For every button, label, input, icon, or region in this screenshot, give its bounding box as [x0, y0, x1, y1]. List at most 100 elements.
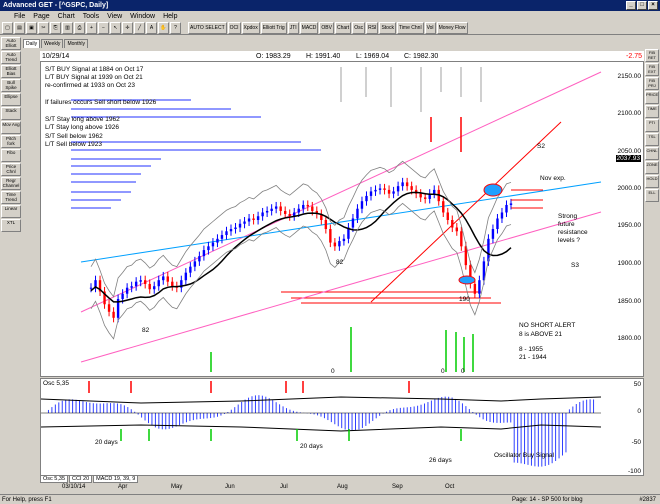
wave-label-190: 190 — [459, 296, 470, 303]
tool-fib-ret[interactable]: FIB RET — [645, 49, 659, 62]
timeframe-tabs: Daily Weekly Monthly — [23, 39, 88, 48]
study-button-elliott[interactable]: Elliott Trig — [260, 21, 287, 34]
tool-auto-elliott[interactable]: Auto Elliott — [1, 37, 21, 50]
zoom-in-icon[interactable]: + — [86, 21, 97, 34]
osc-tick-0: 0 — [637, 408, 641, 415]
info-change: -2.75 — [626, 52, 642, 60]
tool-linear[interactable]: Linear — [1, 205, 21, 218]
menu-tools[interactable]: Tools — [82, 12, 100, 20]
arrow-icon[interactable]: ↖ — [110, 21, 121, 34]
study-button-stock[interactable]: Stock — [379, 21, 396, 34]
tool-zone[interactable]: ZONE — [645, 161, 659, 174]
tab-monthly[interactable]: Monthly — [64, 39, 88, 48]
tool-stack[interactable]: Stack — [1, 107, 21, 120]
price-chart[interactable]: S/T BUY Signal at 1884 on Oct 17 L/T BUY… — [40, 61, 644, 377]
help-icon[interactable]: ? — [170, 21, 181, 34]
menu-page[interactable]: Page — [33, 12, 50, 20]
price-candle — [473, 283, 477, 294]
info-low: L: 1969.04 — [356, 52, 390, 60]
study-button-chart[interactable]: Chart — [334, 21, 352, 34]
date-tick-aug: Aug — [337, 484, 348, 490]
price-candle — [369, 191, 373, 196]
zoom-out-icon[interactable]: − — [98, 21, 109, 34]
tool-regr-channel[interactable]: Regr Channel — [1, 177, 21, 190]
tool-ell[interactable]: ELL — [645, 189, 659, 202]
study-button-xpdox[interactable]: Xpdox — [241, 21, 260, 34]
price-candle — [116, 299, 120, 318]
tool-fibo[interactable]: Fibo — [1, 149, 21, 162]
menu-view[interactable]: View — [107, 12, 123, 20]
price-candle — [293, 212, 296, 217]
oscillator-svg — [41, 381, 602, 467]
tool-elliott-bias[interactable]: Elliott Bias — [1, 65, 21, 78]
study-button-oci[interactable]: OCI — [227, 21, 241, 34]
tool-mov-avg[interactable]: Mov Avg — [1, 121, 21, 134]
line-icon[interactable]: ╱ — [134, 21, 145, 34]
maximize-button[interactable]: □ — [637, 1, 647, 10]
tab-daily[interactable]: Daily — [23, 39, 41, 48]
label-no-short-1: NO SHORT ALERT — [519, 322, 576, 329]
price-candle — [211, 242, 215, 247]
label-s3: S3 — [571, 262, 579, 269]
paste-icon[interactable]: ▥ — [62, 21, 73, 34]
tool-bull-spike[interactable]: Bull Spike — [1, 79, 21, 92]
tool-time[interactable]: TIME — [645, 105, 659, 118]
right-tool-panel: FIB RET FIB EXT FIB PRJ PRICE TIME PTI T… — [644, 48, 660, 448]
tool-chnl[interactable]: CHNL — [645, 147, 659, 160]
tool-fib-prj[interactable]: FIB PRJ — [645, 77, 659, 90]
menu-bar: File Page Chart Tools View Window Help — [0, 11, 660, 21]
copy-icon[interactable]: ⎘ — [50, 21, 61, 34]
price-candle — [365, 195, 368, 202]
info-date: 10/29/14 — [42, 52, 70, 60]
study-button-obv[interactable]: OBV — [319, 21, 334, 34]
price-candle — [333, 242, 337, 247]
text-icon[interactable]: A — [146, 21, 157, 34]
tool-ellipse[interactable]: Ellipse — [1, 93, 21, 106]
price-candle — [482, 261, 486, 281]
study-button-moneyflow[interactable]: Money Flow — [436, 21, 468, 34]
new-icon[interactable]: ▢ — [2, 21, 13, 34]
tool-time-trend[interactable]: Time Trend — [1, 191, 21, 204]
study-button-auto[interactable]: AUTO SELECT — [188, 21, 227, 34]
tool-pti[interactable]: PTI — [645, 119, 659, 132]
tab-cci[interactable]: CCI 20 — [69, 476, 93, 483]
save-icon[interactable]: ▣ — [26, 21, 37, 34]
price-candle — [216, 238, 219, 243]
close-button[interactable]: × — [648, 1, 658, 10]
menu-file[interactable]: File — [14, 12, 26, 20]
print-icon[interactable]: ⎙ — [74, 21, 85, 34]
price-candle — [134, 281, 138, 287]
oscillator-panel[interactable]: Osc 5,35 50 0 -50 -100 20 days 20 days 2… — [40, 378, 644, 476]
price-tick-1800: 1800.00 — [617, 335, 642, 342]
price-candle — [125, 287, 129, 294]
tab-macd[interactable]: MACD 19, 39, 9 — [93, 476, 139, 483]
price-candle — [89, 287, 93, 289]
study-button-osc[interactable]: Osc — [352, 21, 366, 34]
tool-tsl[interactable]: TSL — [645, 133, 659, 146]
tool-auto-trend[interactable]: Auto Trend — [1, 51, 21, 64]
tool-hold[interactable]: HOLD — [645, 175, 659, 188]
study-button-jti[interactable]: JTI — [287, 21, 299, 34]
menu-chart[interactable]: Chart — [57, 12, 75, 20]
hand-icon[interactable]: ✋ — [158, 21, 169, 34]
study-button-rsi[interactable]: RSI — [366, 21, 379, 34]
menu-window[interactable]: Window — [130, 12, 156, 20]
tool-price[interactable]: PRICE — [645, 91, 659, 104]
price-candle — [157, 280, 160, 287]
tab-osc[interactable]: Osc 5,35 — [40, 476, 69, 483]
cut-icon[interactable]: ✂ — [38, 21, 49, 34]
tool-price-chnl[interactable]: Price Chnl — [1, 163, 21, 176]
crosshair-icon[interactable]: ✛ — [122, 21, 133, 34]
price-candle — [329, 229, 332, 243]
minimize-button[interactable]: _ — [626, 1, 636, 10]
tool-pitchfork[interactable]: Pitch fork — [1, 135, 21, 148]
tab-weekly[interactable]: Weekly — [41, 39, 64, 48]
menu-help[interactable]: Help — [163, 12, 178, 20]
study-button-timechnl[interactable]: Time Chnl — [396, 21, 424, 34]
tool-xtl[interactable]: XTL — [1, 219, 21, 232]
open-icon[interactable]: ▤ — [14, 21, 25, 34]
tool-fib-ext[interactable]: FIB EXT — [645, 63, 659, 76]
study-button-macd[interactable]: MACD — [299, 21, 319, 34]
price-candle — [320, 213, 323, 220]
study-button-vol[interactable]: Vol — [424, 21, 436, 34]
